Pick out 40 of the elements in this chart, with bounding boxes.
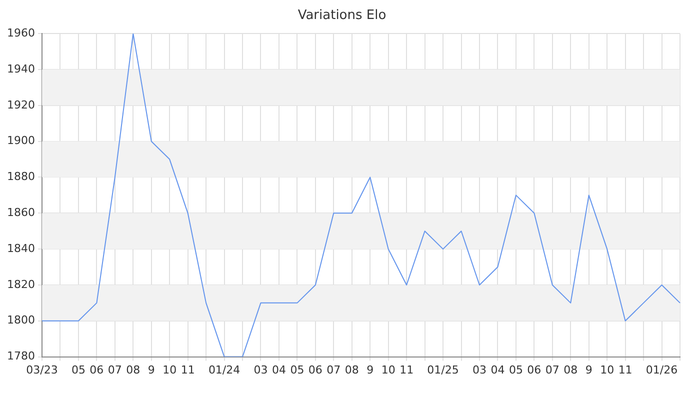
x-tick-label: 9 bbox=[148, 363, 155, 376]
x-tick-label: 07 bbox=[545, 363, 560, 376]
y-tick-label: 1960 bbox=[6, 26, 35, 40]
x-tick-label: 9 bbox=[366, 363, 374, 376]
x-tick-label: 04 bbox=[490, 363, 505, 376]
x-tick-label: 08 bbox=[344, 363, 359, 376]
x-tick-label: 06 bbox=[90, 363, 104, 376]
x-tick-label: 11 bbox=[400, 363, 414, 376]
y-tick-label: 1820 bbox=[6, 278, 35, 291]
x-tick-label: 10 bbox=[162, 363, 177, 376]
y-tick-label: 1840 bbox=[6, 242, 35, 255]
y-tick-label: 1780 bbox=[6, 350, 35, 363]
x-tick-label: 08 bbox=[564, 363, 578, 376]
y-tick-label: 1940 bbox=[6, 62, 35, 76]
chart-title: Variations Elo bbox=[298, 8, 386, 24]
x-tick-label: 06 bbox=[308, 363, 322, 376]
x-tick-label: 06 bbox=[527, 363, 542, 376]
x-tick-label: 07 bbox=[108, 363, 122, 376]
x-tick-label: 05 bbox=[71, 363, 86, 376]
x-tick-label: 03 bbox=[472, 363, 486, 376]
x-tick-label: 03/23 bbox=[26, 363, 58, 376]
y-tick-label: 1800 bbox=[6, 314, 35, 327]
x-tick-label: 08 bbox=[126, 363, 140, 376]
x-tick-label: 10 bbox=[600, 363, 614, 376]
y-tick-label: 1860 bbox=[6, 206, 35, 220]
x-tick-label: 03 bbox=[254, 363, 268, 376]
x-tick-label: 01/26 bbox=[646, 363, 678, 376]
y-tick-label: 1900 bbox=[6, 134, 35, 148]
x-tick-label: 05 bbox=[508, 363, 523, 376]
x-tick-label: 11 bbox=[618, 363, 632, 376]
x-tick-label: 04 bbox=[272, 363, 286, 376]
x-tick-label: 11 bbox=[180, 363, 195, 376]
x-tick-label: 07 bbox=[326, 363, 341, 376]
y-tick-label: 1880 bbox=[6, 170, 35, 184]
x-tick-label: 01/25 bbox=[427, 363, 459, 376]
x-tick-label: 01/24 bbox=[208, 363, 240, 376]
y-tick-label: 1920 bbox=[6, 98, 35, 112]
x-tick-label: 9 bbox=[585, 363, 592, 376]
x-tick-label: 05 bbox=[290, 363, 304, 376]
x-tick-label: 10 bbox=[381, 363, 396, 376]
